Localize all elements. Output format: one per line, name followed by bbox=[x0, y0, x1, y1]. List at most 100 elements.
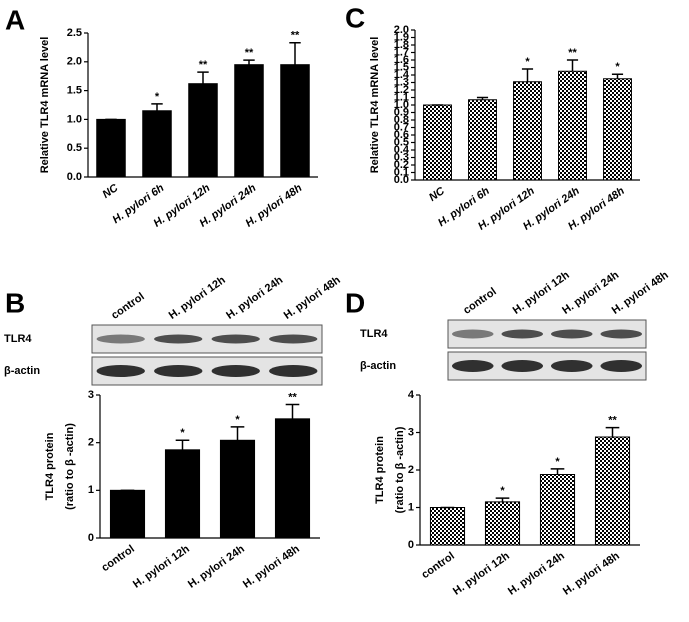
bar bbox=[594, 436, 631, 546]
bar bbox=[603, 78, 632, 181]
y-tick-label: 0 bbox=[88, 532, 94, 544]
y-tick-label: 0.6 bbox=[394, 129, 409, 141]
blot-band bbox=[154, 334, 203, 344]
y-tick-label: 0.0 bbox=[394, 174, 409, 186]
bar bbox=[513, 81, 542, 181]
y-tick-label: 0.7 bbox=[394, 121, 409, 133]
error-bar bbox=[495, 497, 510, 502]
panel-letter: B bbox=[5, 287, 25, 318]
significance-label: * bbox=[525, 56, 530, 68]
lane-label: H. pylori 24h bbox=[224, 274, 285, 322]
y-tick-label: 1.4 bbox=[394, 69, 410, 81]
x-tick-label: NC bbox=[427, 184, 448, 204]
y-tick-label: 1.0 bbox=[67, 113, 82, 125]
y-tick-label: 1.1 bbox=[394, 91, 409, 103]
panel-letter: C bbox=[345, 2, 365, 33]
error-bar bbox=[243, 59, 255, 65]
error-bar bbox=[151, 103, 163, 111]
y-axis-label: (ratio to β -actin) bbox=[394, 426, 406, 513]
y-tick-label: 1.3 bbox=[394, 76, 409, 88]
bar bbox=[219, 439, 256, 539]
y-tick-label: 1.9 bbox=[394, 31, 409, 43]
y-axis-label: (ratio to β -actin) bbox=[64, 423, 76, 510]
bar bbox=[539, 474, 576, 546]
blot-band bbox=[600, 360, 643, 372]
lane-label: control bbox=[109, 291, 146, 322]
blot-band bbox=[269, 365, 318, 377]
blot-band bbox=[269, 334, 318, 344]
significance-label: * bbox=[155, 91, 160, 103]
lane-label: H. pylori 48h bbox=[282, 274, 343, 322]
blot-band bbox=[550, 360, 593, 372]
error-bar bbox=[285, 403, 300, 419]
blot-band bbox=[96, 365, 145, 377]
y-tick-label: 1.5 bbox=[394, 61, 409, 73]
y-tick-label: 2 bbox=[408, 464, 414, 476]
y-tick-label: 2.0 bbox=[394, 24, 409, 36]
significance-label: ** bbox=[245, 47, 254, 59]
y-tick-label: 1.2 bbox=[394, 84, 409, 96]
error-bar bbox=[566, 59, 579, 72]
significance-label: ** bbox=[291, 30, 300, 42]
y-axis-label: TLR4 protein bbox=[44, 432, 56, 500]
bar bbox=[142, 110, 172, 178]
bar bbox=[188, 83, 218, 178]
bar bbox=[96, 118, 126, 178]
bar bbox=[164, 449, 201, 539]
x-tick-label: H. pylori 48h bbox=[241, 543, 302, 591]
y-tick-label: 0.2 bbox=[394, 159, 409, 171]
blot-band bbox=[154, 365, 203, 377]
row-label: TLR4 bbox=[4, 333, 32, 345]
significance-label: * bbox=[235, 414, 240, 426]
row-label: β-actin bbox=[4, 365, 40, 377]
y-tick-label: 2.5 bbox=[67, 27, 82, 39]
x-tick-label: H. pylori 48h bbox=[561, 550, 622, 598]
y-axis-label: Relative TLR4 mRNA level bbox=[369, 37, 381, 174]
row-label: TLR4 bbox=[360, 328, 388, 340]
blot-band bbox=[211, 365, 260, 377]
error-bar bbox=[521, 68, 534, 82]
blot-band bbox=[451, 329, 494, 339]
y-tick-label: 1.0 bbox=[394, 99, 409, 111]
y-tick-label: 0.4 bbox=[394, 144, 410, 156]
y-tick-label: 0 bbox=[408, 539, 414, 551]
y-tick-label: 0.8 bbox=[394, 114, 409, 126]
bar bbox=[423, 104, 452, 181]
blot-band bbox=[550, 329, 593, 339]
lane-label: control bbox=[461, 286, 498, 317]
error-bar bbox=[476, 96, 489, 100]
lane-label: H. pylori 12h bbox=[167, 274, 228, 322]
x-tick-label: NC bbox=[100, 181, 121, 201]
y-axis-label: Relative TLR4 mRNA level bbox=[39, 37, 51, 174]
y-tick-label: 4 bbox=[408, 389, 415, 401]
x-tick-label: control bbox=[99, 543, 136, 574]
significance-label: ** bbox=[568, 47, 577, 59]
error-bar bbox=[175, 439, 190, 450]
y-tick-label: 0.1 bbox=[394, 166, 409, 178]
error-bar bbox=[611, 73, 624, 79]
panel-letter: D bbox=[345, 287, 365, 318]
significance-label: ** bbox=[608, 415, 617, 427]
significance-label: ** bbox=[288, 391, 297, 403]
x-tick-label: H. pylori 12h bbox=[131, 543, 192, 591]
y-tick-label: 0.0 bbox=[67, 171, 82, 183]
panel-letter: A bbox=[5, 4, 25, 35]
bar bbox=[558, 70, 587, 181]
bar bbox=[280, 64, 310, 178]
y-tick-label: 0.9 bbox=[394, 106, 409, 118]
y-tick-label: 3 bbox=[88, 389, 94, 401]
blot-band bbox=[501, 329, 544, 339]
error-bar bbox=[289, 42, 301, 65]
blot-band bbox=[600, 329, 643, 339]
error-bar bbox=[230, 426, 245, 441]
y-tick-label: 0.5 bbox=[67, 142, 82, 154]
error-bar bbox=[197, 71, 209, 84]
x-tick-label: H. pylori 12h bbox=[451, 550, 512, 598]
y-tick-label: 1.8 bbox=[394, 39, 409, 51]
y-tick-label: 2 bbox=[88, 437, 94, 449]
y-axis-label: TLR4 protein bbox=[374, 436, 386, 504]
significance-label: * bbox=[555, 456, 560, 468]
blot-band bbox=[501, 360, 544, 372]
blot-band bbox=[211, 334, 260, 344]
